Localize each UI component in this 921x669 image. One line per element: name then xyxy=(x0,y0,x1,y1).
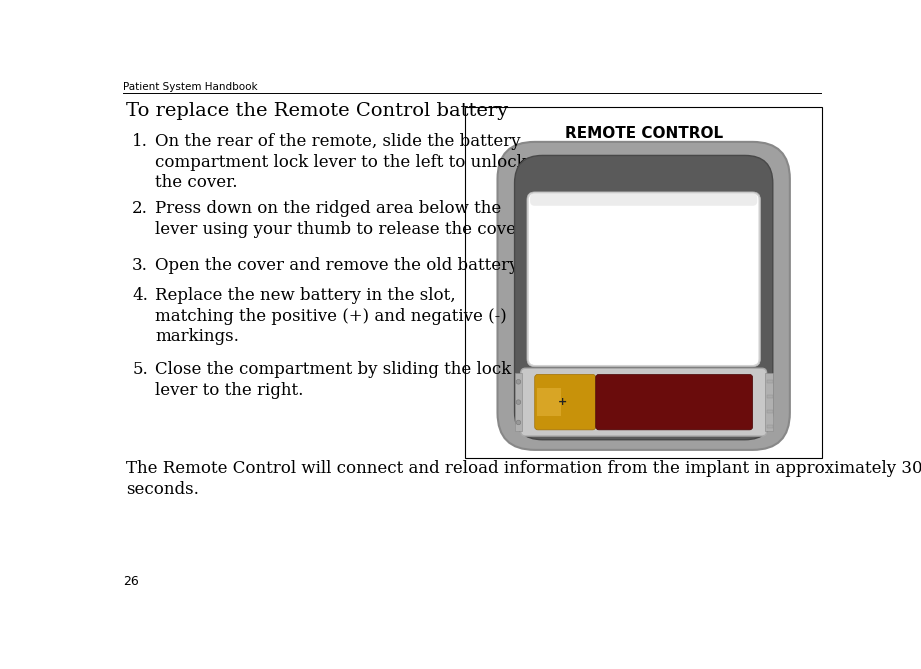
Bar xyxy=(765,373,773,432)
Circle shape xyxy=(516,379,520,384)
Bar xyxy=(537,388,562,416)
FancyBboxPatch shape xyxy=(497,142,790,450)
Text: Press down on the ridged area below the
lever using your thumb to release the co: Press down on the ridged area below the … xyxy=(156,199,528,237)
Text: The Remote Control will connect and reload information from the implant in appro: The Remote Control will connect and relo… xyxy=(126,460,921,498)
Text: Replace the new battery in the slot,
matching the positive (+) and negative (-)
: Replace the new battery in the slot, mat… xyxy=(156,286,507,345)
FancyBboxPatch shape xyxy=(596,375,752,430)
Text: Open the cover and remove the old battery.: Open the cover and remove the old batter… xyxy=(156,258,522,274)
FancyBboxPatch shape xyxy=(527,192,761,367)
FancyBboxPatch shape xyxy=(520,368,766,436)
Text: 26: 26 xyxy=(122,575,139,589)
Bar xyxy=(515,373,522,432)
Bar xyxy=(766,395,773,399)
Text: +: + xyxy=(557,397,566,407)
Circle shape xyxy=(516,420,520,425)
FancyBboxPatch shape xyxy=(515,155,773,440)
Bar xyxy=(766,410,773,413)
Bar xyxy=(766,381,773,383)
Text: 5.: 5. xyxy=(133,361,148,379)
Bar xyxy=(766,425,773,428)
Circle shape xyxy=(516,400,520,405)
Bar xyxy=(465,107,822,458)
Text: To replace the Remote Control battery: To replace the Remote Control battery xyxy=(126,102,508,120)
Text: Patient System Handbook: Patient System Handbook xyxy=(122,82,258,92)
Text: 4.: 4. xyxy=(133,286,148,304)
FancyBboxPatch shape xyxy=(530,193,757,206)
Text: 2.: 2. xyxy=(133,199,148,217)
Text: 1.: 1. xyxy=(133,132,148,150)
FancyBboxPatch shape xyxy=(529,193,759,365)
Text: REMOTE CONTROL: REMOTE CONTROL xyxy=(565,126,723,141)
Text: Close the compartment by sliding the lock
lever to the right.: Close the compartment by sliding the loc… xyxy=(156,361,512,399)
FancyBboxPatch shape xyxy=(535,375,596,430)
Text: 3.: 3. xyxy=(133,258,148,274)
Text: On the rear of the remote, slide the battery
compartment lock lever to the left : On the rear of the remote, slide the bat… xyxy=(156,132,527,191)
